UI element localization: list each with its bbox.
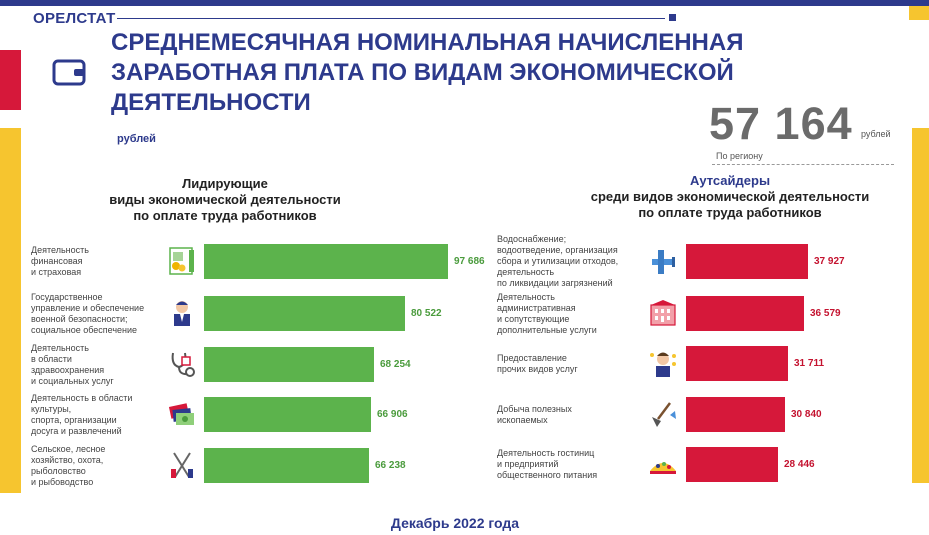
region-divider [712, 164, 894, 165]
leaders-bar [204, 296, 405, 331]
outsiders-bar [686, 244, 808, 279]
pipe-icon [652, 250, 675, 274]
outsiders-value-label: 36 579 [810, 307, 841, 319]
outsiders-category-label: Деятельность гостиниц и предприятий обще… [497, 448, 598, 480]
outsiders-value-label: 31 711 [794, 357, 825, 369]
building-icon [650, 300, 676, 326]
outsiders-bar [686, 447, 778, 482]
leaders-title-line: виды экономической деятельности [109, 192, 341, 207]
unit-label: рублей [117, 133, 156, 145]
leaders-bar [204, 448, 369, 483]
leaders-category-label: Государственное управление и обеспечение… [31, 291, 145, 335]
header-rule [117, 18, 665, 19]
food-icon [650, 462, 676, 474]
outsiders-title: Аутсайдеры среди видов экономической дея… [560, 173, 900, 221]
outsiders-title-line: Аутсайдеры [689, 173, 771, 188]
tickets-icon [168, 403, 194, 425]
leaders-bar [204, 347, 374, 382]
region-average-value: 57 164 [709, 98, 853, 149]
outsiders-category-label: Деятельность административная и сопутств… [497, 291, 597, 335]
stethoscope-icon [171, 352, 195, 377]
finance-icon [169, 247, 194, 275]
leaders-category-label: Сельское, лесное хозяйство, охота, рыбол… [31, 443, 106, 487]
leaders-value-label: 97 686 [454, 255, 485, 267]
leaders-title-line: по оплате труда работников [133, 208, 317, 223]
leaders-bar [204, 244, 448, 279]
leaders-category-label: Деятельность финансовая и страховая [31, 245, 89, 277]
top-bar [0, 0, 929, 6]
outsiders-category-label: Предоставление прочих видов услуг [497, 352, 578, 374]
wallet-icon [52, 59, 86, 86]
outsiders-value-label: 37 927 [814, 255, 845, 267]
period-footer: Декабрь 2022 года [390, 515, 520, 531]
accent-stripe-right [912, 128, 929, 483]
outsiders-bar [686, 346, 788, 381]
leaders-title-line: Лидирующие [182, 176, 268, 191]
official-icon [174, 301, 190, 326]
accent-stripe-top [909, 6, 929, 20]
leaders-bar [204, 397, 371, 432]
leaders-category-label: Деятельность в области здравоохранения и… [31, 342, 114, 386]
header-square-marker [669, 14, 676, 21]
worker-icon [650, 352, 676, 377]
outsiders-category-label: Добыча полезных ископаемых [497, 403, 572, 425]
leaders-value-label: 80 522 [411, 307, 442, 319]
leaders-category-label: Деятельность в области культуры, спорта,… [31, 392, 133, 436]
shovel-icon [652, 402, 676, 427]
outsiders-value-label: 30 840 [791, 408, 822, 420]
tools-icon [171, 452, 193, 478]
leaders-title: Лидирующие виды экономической деятельнос… [85, 176, 365, 224]
outsiders-title-line: среди видов экономической деятельности [590, 189, 870, 204]
region-average-caption: По региону [716, 151, 763, 161]
page-title: СРЕДНЕМЕСЯЧНАЯ НОМИНАЛЬНАЯ НАЧИСЛЕННАЯ З… [111, 29, 744, 116]
leaders-value-label: 66 238 [375, 459, 406, 471]
region-average-unit: рублей [861, 129, 891, 139]
leaders-value-label: 66 906 [377, 408, 408, 420]
outsiders-bar [686, 397, 785, 432]
accent-stripe-left [0, 128, 21, 493]
outsiders-bar [686, 296, 804, 331]
outsiders-category-label: Водоснабжение; водоотведение, организаци… [497, 234, 619, 288]
accent-stripe-red [0, 50, 21, 110]
outsiders-title-line: по оплате труда работников [638, 205, 822, 220]
leaders-value-label: 68 254 [380, 358, 411, 370]
outsiders-value-label: 28 446 [784, 458, 815, 470]
brand-name: ОРЕЛСТАТ [33, 10, 116, 27]
